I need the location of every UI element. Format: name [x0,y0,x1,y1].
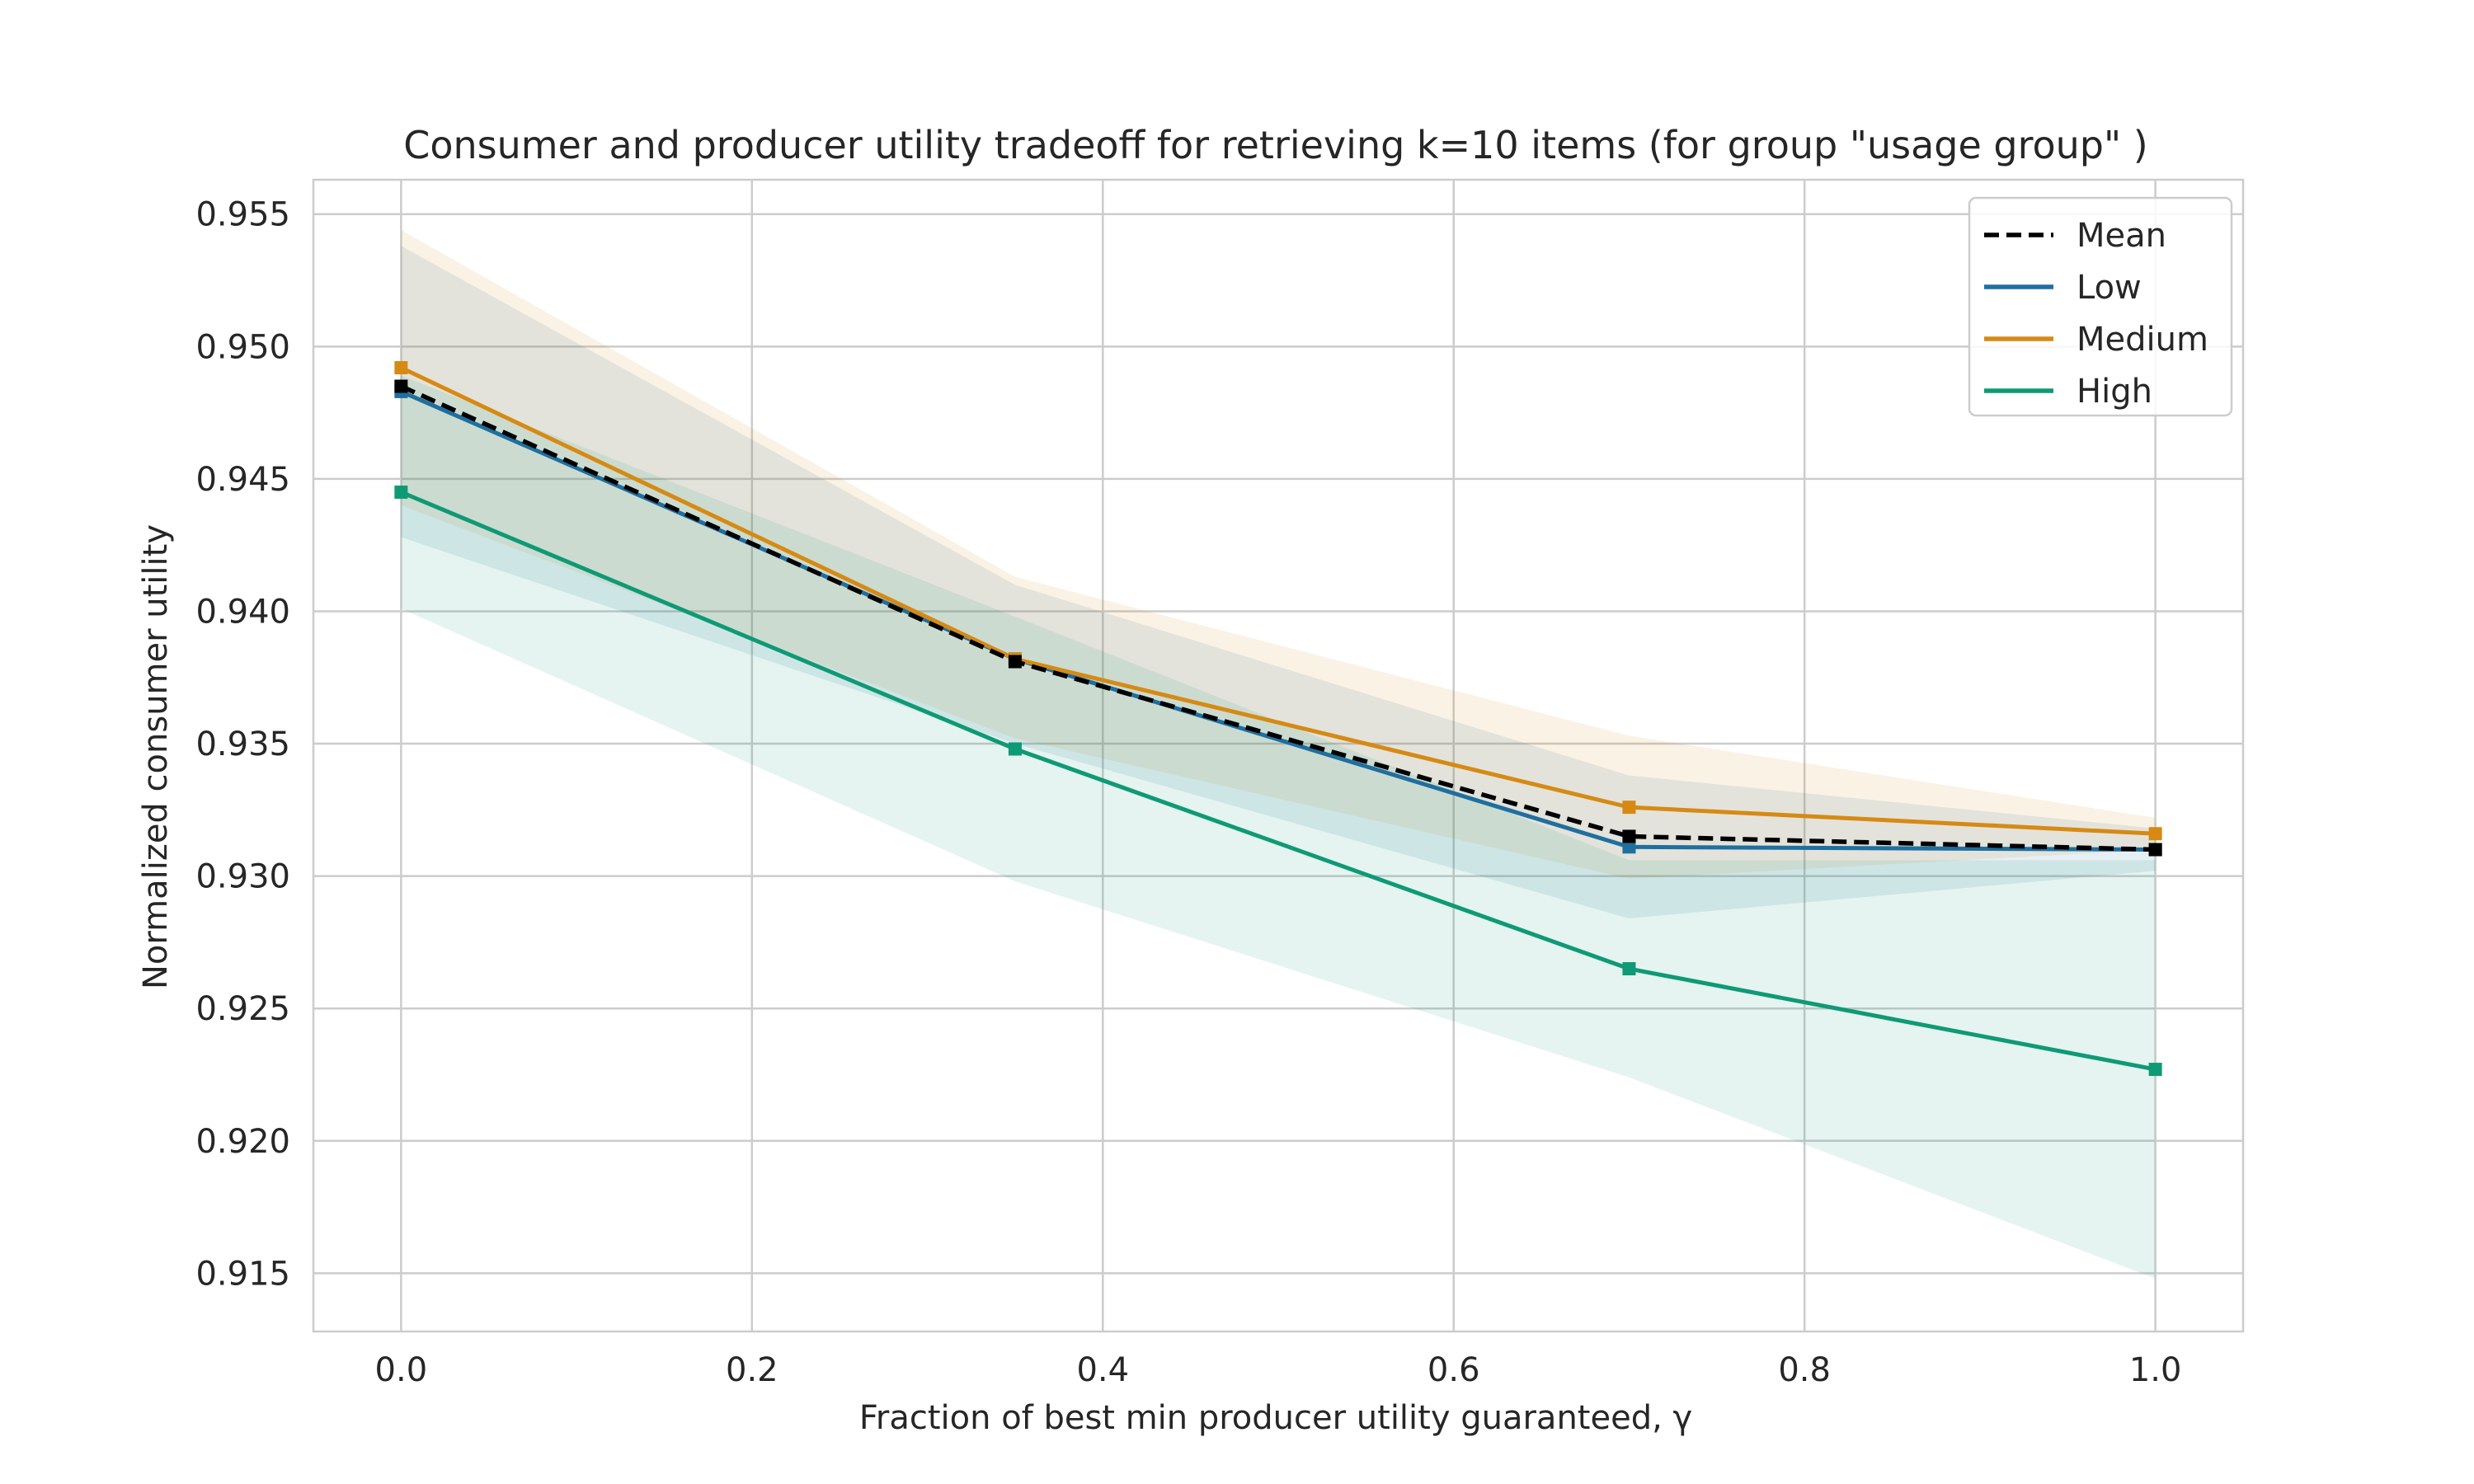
y-axis-label: Normalized consumer utility [137,524,175,989]
x-tick-label: 1.0 [2129,1351,2182,1389]
legend-label-mean: Mean [2077,217,2166,255]
x-tick-label: 0.8 [1778,1351,1831,1389]
point-medium [394,361,408,375]
y-tick-label: 0.940 [195,593,290,631]
y-tick-label: 0.920 [195,1123,290,1161]
legend: Mean Low Medium High [1968,196,2233,417]
series-lines [394,361,2162,1077]
y-tick-label: 0.950 [195,328,290,366]
point-high [1622,962,1636,976]
point-high [394,485,408,499]
point-high [1008,742,1022,756]
series-line-medium [400,365,2156,836]
grid [313,180,2243,1331]
x-tick-label: 0.2 [726,1351,778,1389]
point-mean [2148,843,2162,857]
legend-label-low: Low [2077,269,2142,307]
x-tick-label: 0.6 [1427,1351,1480,1389]
series-line-high [400,490,2157,1072]
point-mean [1008,655,1022,669]
confidence-bands [401,230,2156,1279]
point-medium [1622,801,1636,815]
series-line-mean [400,383,2156,852]
x-axis-label: Fraction of best min producer utility gu… [859,1399,1692,1437]
tick-labels: 0.0 0.2 0.4 0.6 0.8 1.0 0.915 0.920 0.925 0.930 0.… [195,196,2181,1389]
legend-label-high: High [2077,373,2152,411]
x-tick-label: 0.4 [1076,1351,1129,1389]
y-tick-label: 0.955 [195,196,290,234]
legend-box [1968,196,2233,417]
point-mean [1622,829,1636,843]
y-tick-label: 0.935 [195,726,290,763]
y-tick-label: 0.915 [195,1255,290,1293]
y-tick-label: 0.930 [195,858,290,896]
y-tick-label: 0.925 [195,990,290,1028]
x-tick-label: 0.0 [375,1351,428,1389]
point-low [1622,840,1636,854]
band-medium [401,230,2156,879]
point-high [2148,1063,2162,1077]
point-mean [394,379,408,393]
legend-label-medium: Medium [2077,321,2208,359]
plot-frame [312,178,2245,1333]
band-low [401,246,2156,919]
point-medium [2148,827,2162,841]
y-tick-label: 0.945 [195,461,290,499]
chart-title: Consumer and producer utility tradeoff f… [403,123,2147,167]
band-high [401,375,2156,1279]
